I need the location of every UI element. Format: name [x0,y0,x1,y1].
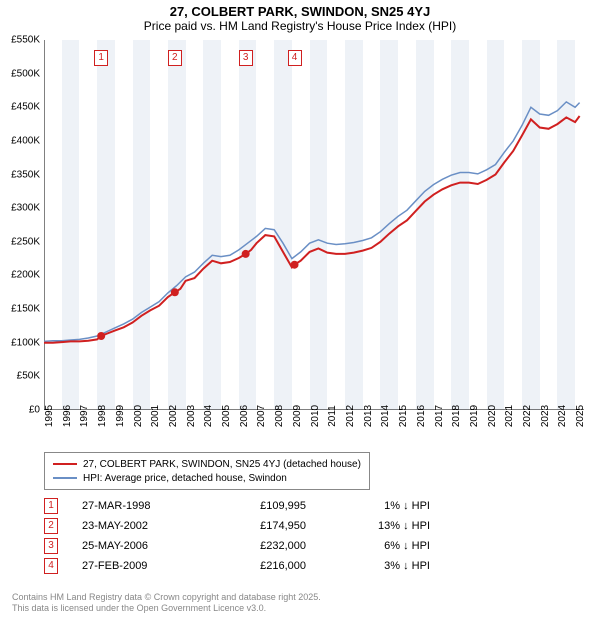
y-axis-label: £450K [0,102,40,113]
sale-hpi-delta: 6% ↓ HPI [330,540,430,552]
sale-dot [97,332,105,340]
sale-date: 23-MAY-2002 [82,520,192,532]
sale-dot [171,288,179,296]
legend-swatch [53,477,77,479]
sale-row: 2 23-MAY-2002 £174,950 13% ↓ HPI [44,516,430,536]
y-axis-label: £0 [0,405,40,416]
y-axis-label: £400K [0,135,40,146]
line-plot [44,40,584,410]
sale-marker: 4 [288,50,302,66]
sale-marker-small: 2 [44,518,58,534]
y-axis-label: £300K [0,203,40,214]
footer-attribution: Contains HM Land Registry data © Crown c… [12,592,321,614]
sale-price: £216,000 [216,560,306,572]
y-axis-label: £500K [0,68,40,79]
sale-price: £109,995 [216,500,306,512]
sale-row: 3 25-MAY-2006 £232,000 6% ↓ HPI [44,536,430,556]
sale-hpi-delta: 1% ↓ HPI [330,500,430,512]
y-axis-label: £50K [0,371,40,382]
legend-swatch [53,463,77,465]
chart-subtitle: Price paid vs. HM Land Registry's House … [0,19,600,33]
series-line [44,102,580,342]
plot-area: £0£50K£100K£150K£200K£250K£300K£350K£400… [44,40,584,410]
sale-date: 27-MAR-1998 [82,500,192,512]
legend-row: 27, COLBERT PARK, SWINDON, SN25 4YJ (det… [53,457,361,471]
sale-hpi-delta: 3% ↓ HPI [330,560,430,572]
sale-row: 1 27-MAR-1998 £109,995 1% ↓ HPI [44,496,430,516]
sale-marker: 2 [168,50,182,66]
sale-dot [291,261,299,269]
y-axis-label: £200K [0,270,40,281]
sales-table: 1 27-MAR-1998 £109,995 1% ↓ HPI 2 23-MAY-2002… [44,496,430,576]
sale-row: 4 27-FEB-2009 £216,000 3% ↓ HPI [44,556,430,576]
title-block: 27, COLBERT PARK, SWINDON, SN25 4YJ Pric… [0,0,600,33]
sale-hpi-delta: 13% ↓ HPI [330,520,430,532]
legend-label: 27, COLBERT PARK, SWINDON, SN25 4YJ (det… [83,459,361,470]
sale-marker: 3 [239,50,253,66]
chart-title: 27, COLBERT PARK, SWINDON, SN25 4YJ [0,4,600,19]
legend-row: HPI: Average price, detached house, Swin… [53,471,361,485]
series-line [44,116,580,343]
y-axis-label: £250K [0,236,40,247]
sale-marker-small: 4 [44,558,58,574]
sale-price: £232,000 [216,540,306,552]
footer-line: Contains HM Land Registry data © Crown c… [12,592,321,603]
sale-marker-small: 1 [44,498,58,514]
y-axis-label: £550K [0,35,40,46]
sale-dot [242,250,250,258]
sale-date: 25-MAY-2006 [82,540,192,552]
legend: 27, COLBERT PARK, SWINDON, SN25 4YJ (det… [44,452,370,490]
sale-marker-small: 3 [44,538,58,554]
sale-date: 27-FEB-2009 [82,560,192,572]
sale-marker: 1 [94,50,108,66]
y-axis-label: £100K [0,337,40,348]
y-axis-label: £350K [0,169,40,180]
y-axis-label: £150K [0,304,40,315]
legend-label: HPI: Average price, detached house, Swin… [83,473,287,484]
footer-line: This data is licensed under the Open Gov… [12,603,321,614]
chart-container: 27, COLBERT PARK, SWINDON, SN25 4YJ Pric… [0,0,600,620]
sale-price: £174,950 [216,520,306,532]
